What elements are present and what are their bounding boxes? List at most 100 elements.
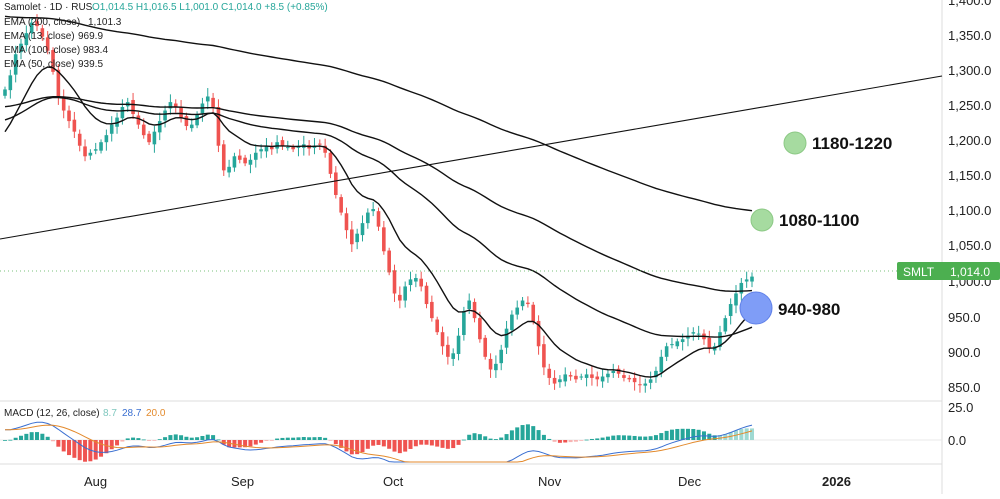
candle-body: [189, 124, 194, 129]
candle: [691, 327, 696, 341]
candle: [253, 144, 258, 168]
price-tick: 1,100.0: [948, 203, 991, 218]
candle: [392, 264, 397, 302]
zone-label: 1180-1220: [812, 134, 892, 153]
legend-ema100-label: EMA (100, close): [4, 45, 80, 56]
macd-bar: [541, 434, 546, 440]
macd-bar: [131, 437, 136, 440]
time-tick: Nov: [538, 474, 562, 489]
candle: [216, 99, 221, 153]
macd-bar: [19, 435, 24, 440]
candle: [398, 286, 402, 309]
candle-body: [600, 376, 605, 382]
macd-bar: [184, 436, 189, 440]
macd-bar: [8, 439, 13, 441]
zone-marker[interactable]: [750, 208, 774, 232]
price-tick: 950.0: [948, 310, 981, 325]
candle: [419, 271, 423, 292]
candle: [280, 136, 285, 150]
macd-bar: [56, 440, 61, 447]
macd-bar: [440, 440, 445, 448]
candle: [328, 149, 333, 179]
zone-940-980[interactable]: 940-980: [739, 291, 840, 325]
candle: [574, 369, 578, 383]
legend-ema13-value: 969.9: [78, 31, 103, 42]
candle: [750, 272, 754, 288]
candle-body: [392, 270, 397, 294]
macd-bar: [557, 440, 562, 443]
candle-body: [440, 332, 445, 347]
candle-body: [499, 349, 504, 364]
macd-bar: [611, 435, 616, 440]
time-axis[interactable]: Aug Sep Oct Nov Dec 2026: [84, 474, 851, 489]
macd-bar: [536, 430, 541, 440]
zone-marker[interactable]: [739, 291, 773, 325]
candle: [456, 327, 461, 361]
candle: [13, 45, 18, 83]
candle-body: [77, 133, 82, 146]
macd-bar: [664, 430, 669, 440]
macd-bar: [600, 437, 605, 440]
macd-bar: [280, 437, 285, 440]
zone-1080-1100[interactable]: 1080-1100: [750, 208, 859, 232]
candle: [408, 271, 413, 292]
candle-body: [157, 121, 162, 133]
candle: [269, 142, 274, 155]
candle-body: [179, 107, 183, 118]
candle: [616, 365, 621, 378]
macd-bar: [360, 440, 365, 453]
candle: [168, 94, 173, 115]
macd-bar: [93, 440, 98, 460]
macd-bar: [653, 435, 658, 440]
macd-bar: [707, 433, 712, 440]
candle: [654, 366, 658, 383]
candle-body: [510, 314, 514, 331]
macd-bar: [552, 440, 557, 442]
candle: [35, 14, 39, 32]
candle: [606, 369, 610, 383]
candle-body: [8, 75, 13, 91]
badge-bg: [897, 262, 1000, 280]
candle-body: [547, 368, 552, 378]
time-tick: Dec: [678, 474, 702, 489]
candle: [227, 159, 231, 178]
candle: [8, 69, 13, 99]
macd-bar: [616, 435, 621, 440]
macd-bar: [648, 436, 653, 440]
candle: [515, 300, 520, 320]
candle: [542, 335, 546, 376]
candle-body: [739, 282, 744, 294]
last-price-badge[interactable]: SMLT 1,014.0: [897, 262, 1000, 280]
candle-body: [723, 318, 728, 332]
zone-1180-1220[interactable]: 1180-1220: [783, 131, 892, 155]
candle-body: [467, 300, 472, 309]
candle-body: [45, 37, 50, 51]
candle-body: [648, 379, 653, 383]
macd-bar: [125, 438, 130, 440]
price-tick: 1,150.0: [948, 168, 991, 183]
candle: [483, 335, 488, 360]
macd-bar: [387, 440, 392, 449]
zone-marker[interactable]: [783, 131, 807, 155]
macd-bar: [392, 440, 397, 452]
macd-signal-value: 20.0: [146, 408, 166, 419]
candle-body: [536, 320, 541, 347]
candle-body: [88, 152, 93, 156]
candle: [344, 207, 349, 239]
trendline[interactable]: [0, 75, 943, 240]
candle: [579, 373, 584, 381]
candle: [382, 221, 386, 255]
legend-ema100-value: 983.4: [83, 45, 108, 56]
macd-bar: [67, 440, 72, 456]
candle: [334, 166, 338, 199]
candle-body: [750, 276, 754, 282]
macd-bar: [445, 440, 450, 449]
candle: [264, 137, 269, 158]
price-axis[interactable]: 1,400.0 1,350.0 1,300.0 1,250.0 1,200.0 …: [948, 0, 991, 448]
candle-body: [344, 213, 349, 231]
macd-bar: [152, 440, 157, 441]
candle: [99, 139, 103, 154]
macd-bar: [520, 425, 525, 440]
